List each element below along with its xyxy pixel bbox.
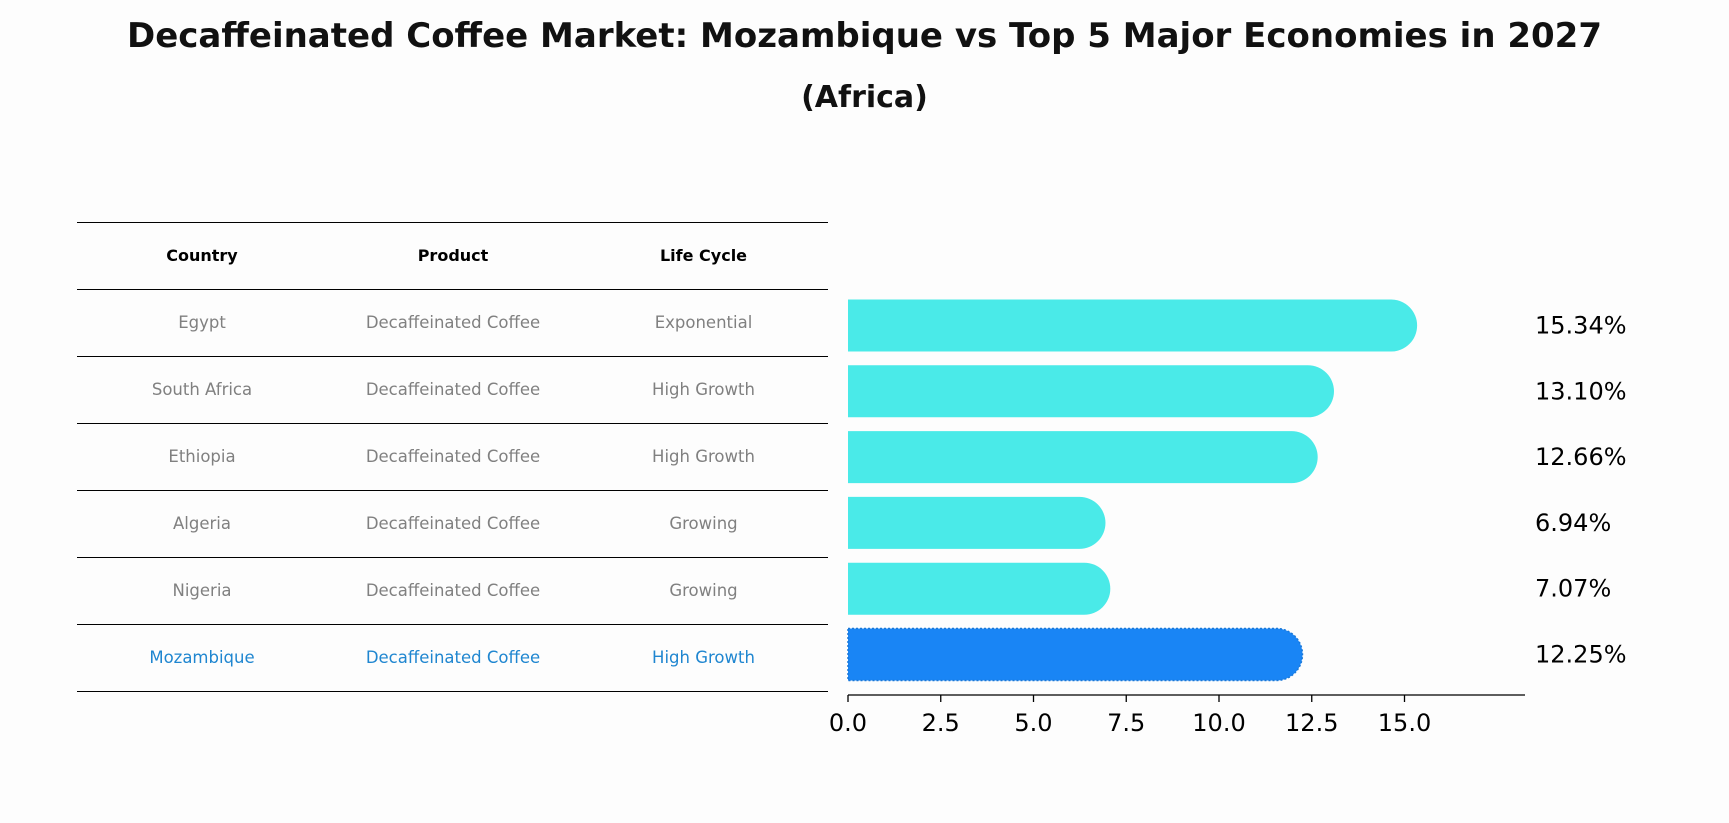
- cell-product: Decaffeinated Coffee: [365, 380, 541, 399]
- table-row: Nigeria Decaffeinated Coffee Growing: [77, 557, 828, 624]
- cell-country: South Africa: [151, 380, 253, 399]
- x-tick-label: 12.5: [1285, 709, 1338, 737]
- cell-country: Algeria: [173, 514, 231, 533]
- cell-life-cycle: High Growth: [652, 648, 755, 667]
- header-life-cycle: Life Cycle: [659, 246, 748, 265]
- table-row: South Africa Decaffeinated Coffee High G…: [77, 356, 828, 423]
- cell-product: Decaffeinated Coffee: [365, 313, 541, 332]
- bar-ethiopia: [848, 431, 1318, 484]
- cell-country: Ethiopia: [168, 447, 236, 466]
- bar-south-africa: [848, 365, 1334, 418]
- chart-title: Decaffeinated Coffee Market: Mozambique …: [126, 16, 1603, 56]
- value-label: 12.66%: [1535, 443, 1627, 471]
- value-label: 13.10%: [1535, 377, 1627, 405]
- table-row: Ethiopia Decaffeinated Coffee High Growt…: [77, 423, 828, 490]
- cell-life-cycle: Growing: [669, 581, 738, 600]
- table-row: Egypt Decaffeinated Coffee Exponential: [77, 289, 828, 356]
- cell-life-cycle: High Growth: [652, 447, 755, 466]
- x-tick-label: 5.0: [1014, 709, 1052, 737]
- table-row-highlighted: Mozambique Decaffeinated Coffee High Gro…: [77, 624, 828, 692]
- cell-product: Decaffeinated Coffee: [365, 447, 541, 466]
- header-country: Country: [166, 246, 238, 265]
- cell-life-cycle: High Growth: [652, 380, 755, 399]
- data-table: Country Product Life Cycle Egypt Decaffe…: [77, 222, 828, 692]
- x-tick-label: 7.5: [1107, 709, 1145, 737]
- table-header-row: Country Product Life Cycle: [77, 222, 828, 289]
- bar-algeria: [848, 496, 1106, 549]
- value-label: 12.25%: [1535, 641, 1627, 669]
- bar-mozambique: [847, 627, 1304, 682]
- cell-country: Egypt: [178, 313, 226, 332]
- value-label: 15.34%: [1535, 312, 1627, 340]
- cell-life-cycle: Growing: [669, 514, 738, 533]
- header-product: Product: [417, 246, 489, 265]
- x-tick-label: 0.0: [829, 709, 867, 737]
- cell-product: Decaffeinated Coffee: [365, 648, 541, 667]
- x-tick-label: 2.5: [922, 709, 960, 737]
- chart-subtitle: (Africa): [801, 80, 928, 115]
- value-label: 7.07%: [1535, 575, 1611, 603]
- table-row: Algeria Decaffeinated Coffee Growing: [77, 490, 828, 557]
- x-tick-label: 10.0: [1192, 709, 1245, 737]
- cell-product: Decaffeinated Coffee: [365, 514, 541, 533]
- value-label: 6.94%: [1535, 509, 1611, 537]
- x-tick-label: 15.0: [1378, 709, 1431, 737]
- cell-country: Mozambique: [149, 648, 255, 667]
- cell-life-cycle: Exponential: [654, 313, 753, 332]
- cell-product: Decaffeinated Coffee: [365, 581, 541, 600]
- bar-nigeria: [848, 562, 1111, 615]
- cell-country: Nigeria: [172, 581, 232, 600]
- bar-egypt: [848, 299, 1418, 352]
